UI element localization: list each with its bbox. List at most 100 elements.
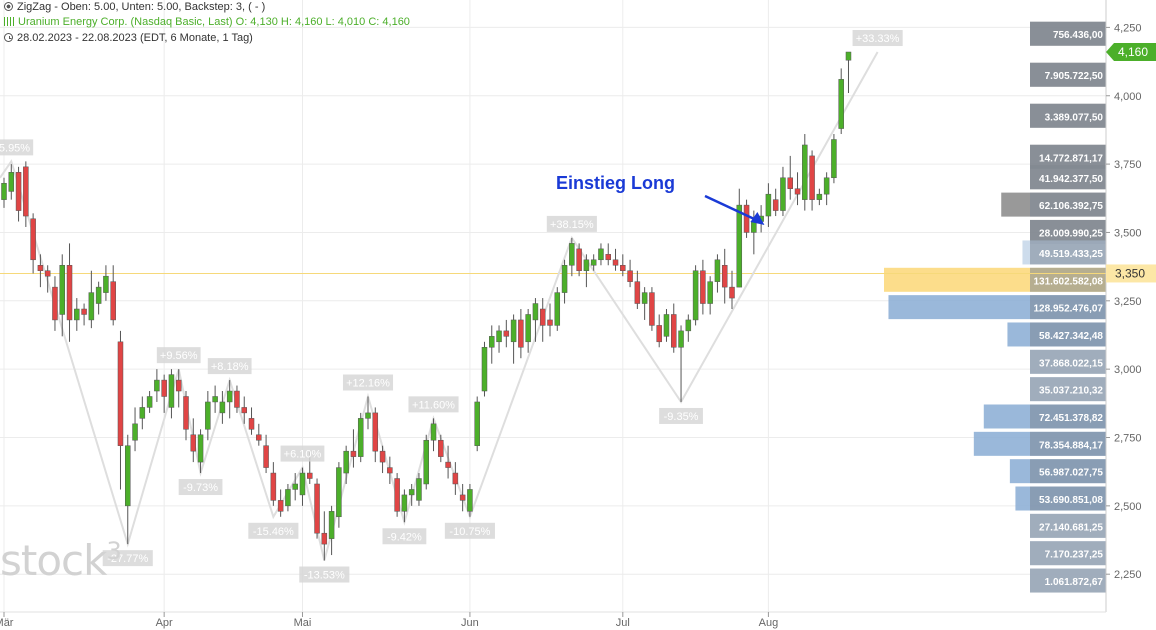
candle[interactable] xyxy=(292,473,298,501)
candle[interactable] xyxy=(583,254,590,288)
candle[interactable] xyxy=(219,391,226,424)
candle[interactable] xyxy=(365,396,371,430)
candle[interactable] xyxy=(707,276,713,315)
candle[interactable] xyxy=(183,391,189,441)
candle[interactable] xyxy=(700,259,706,315)
candle[interactable] xyxy=(197,429,204,474)
candle[interactable] xyxy=(678,325,684,402)
range-info[interactable]: 28.02.2023 - 22.08.2023 (EDT, 6 Monate, … xyxy=(4,32,253,45)
candle[interactable] xyxy=(430,418,437,452)
candle[interactable] xyxy=(845,51,852,94)
candle[interactable] xyxy=(408,483,415,506)
candle[interactable] xyxy=(452,462,459,495)
candle[interactable] xyxy=(401,489,408,523)
candle[interactable] xyxy=(518,309,524,359)
candle[interactable] xyxy=(212,385,218,413)
candle[interactable] xyxy=(387,456,393,484)
candle[interactable] xyxy=(146,391,153,413)
candle[interactable] xyxy=(802,134,808,211)
candle[interactable] xyxy=(74,298,80,331)
candle[interactable] xyxy=(226,380,233,419)
candle[interactable] xyxy=(168,369,175,419)
candle[interactable] xyxy=(489,325,495,364)
candle[interactable] xyxy=(525,309,531,353)
candle[interactable] xyxy=(23,161,29,227)
candle[interactable] xyxy=(787,155,793,200)
candle[interactable] xyxy=(270,462,277,506)
candle[interactable] xyxy=(569,237,575,277)
candle[interactable] xyxy=(350,429,357,468)
candle[interactable] xyxy=(809,150,815,211)
candle[interactable] xyxy=(110,265,116,326)
candle[interactable] xyxy=(343,445,349,484)
candle[interactable] xyxy=(620,254,626,277)
candle[interactable] xyxy=(95,281,102,315)
candle[interactable] xyxy=(576,243,582,277)
candle[interactable] xyxy=(357,412,364,463)
candle[interactable] xyxy=(44,265,51,293)
visibility-toggle-icon[interactable] xyxy=(4,2,13,11)
candle[interactable] xyxy=(66,243,73,342)
candle[interactable] xyxy=(372,407,379,463)
candle[interactable] xyxy=(103,265,109,301)
candle[interactable] xyxy=(736,188,743,288)
candle[interactable] xyxy=(634,270,641,310)
candle[interactable] xyxy=(794,172,801,206)
candle[interactable] xyxy=(154,369,160,402)
candle[interactable] xyxy=(510,314,517,364)
candle[interactable] xyxy=(598,243,604,266)
candle[interactable] xyxy=(438,434,444,463)
candle[interactable] xyxy=(692,265,699,326)
candle[interactable] xyxy=(117,330,124,490)
candle[interactable] xyxy=(161,374,167,413)
candle[interactable] xyxy=(394,473,400,517)
candle[interactable] xyxy=(649,287,655,331)
candle[interactable] xyxy=(125,434,131,545)
candle[interactable] xyxy=(714,254,721,293)
candle[interactable] xyxy=(88,270,95,329)
candle[interactable] xyxy=(474,396,480,452)
candle[interactable] xyxy=(139,396,146,430)
candle[interactable] xyxy=(52,276,58,331)
candle[interactable] xyxy=(831,134,837,184)
candle[interactable] xyxy=(721,248,728,304)
candle[interactable] xyxy=(314,478,320,539)
candle[interactable] xyxy=(132,407,138,452)
candle[interactable] xyxy=(838,68,844,135)
candle[interactable] xyxy=(321,511,328,561)
candle[interactable] xyxy=(729,270,735,310)
candle[interactable] xyxy=(496,325,502,353)
candle[interactable] xyxy=(561,259,568,304)
candle[interactable] xyxy=(743,199,750,238)
candle[interactable] xyxy=(1,177,7,208)
candle[interactable] xyxy=(816,188,823,206)
candle[interactable] xyxy=(8,164,15,200)
candle[interactable] xyxy=(15,166,22,222)
candle[interactable] xyxy=(772,188,779,217)
candle[interactable] xyxy=(547,303,553,337)
candle[interactable] xyxy=(205,391,211,441)
candle[interactable] xyxy=(445,445,451,479)
candle[interactable] xyxy=(503,319,510,348)
candle[interactable] xyxy=(467,483,473,517)
candle[interactable] xyxy=(554,287,561,331)
candle[interactable] xyxy=(379,445,386,474)
candle[interactable] xyxy=(671,303,677,353)
candle[interactable] xyxy=(81,303,87,326)
indicator-info[interactable]: ZigZag - Oben: 5.00, Unten: 5.00, Backst… xyxy=(4,1,265,14)
candle[interactable] xyxy=(685,314,692,342)
candle[interactable] xyxy=(256,423,262,446)
candle[interactable] xyxy=(627,259,633,288)
candle[interactable] xyxy=(416,473,422,506)
candle[interactable] xyxy=(532,298,539,342)
candle[interactable] xyxy=(277,489,284,517)
candle[interactable] xyxy=(248,407,255,435)
candle[interactable] xyxy=(336,462,342,528)
candle[interactable] xyxy=(656,314,662,348)
candle[interactable] xyxy=(663,309,670,342)
candle[interactable] xyxy=(263,434,269,474)
candle[interactable] xyxy=(641,287,648,320)
candle[interactable] xyxy=(328,505,335,556)
